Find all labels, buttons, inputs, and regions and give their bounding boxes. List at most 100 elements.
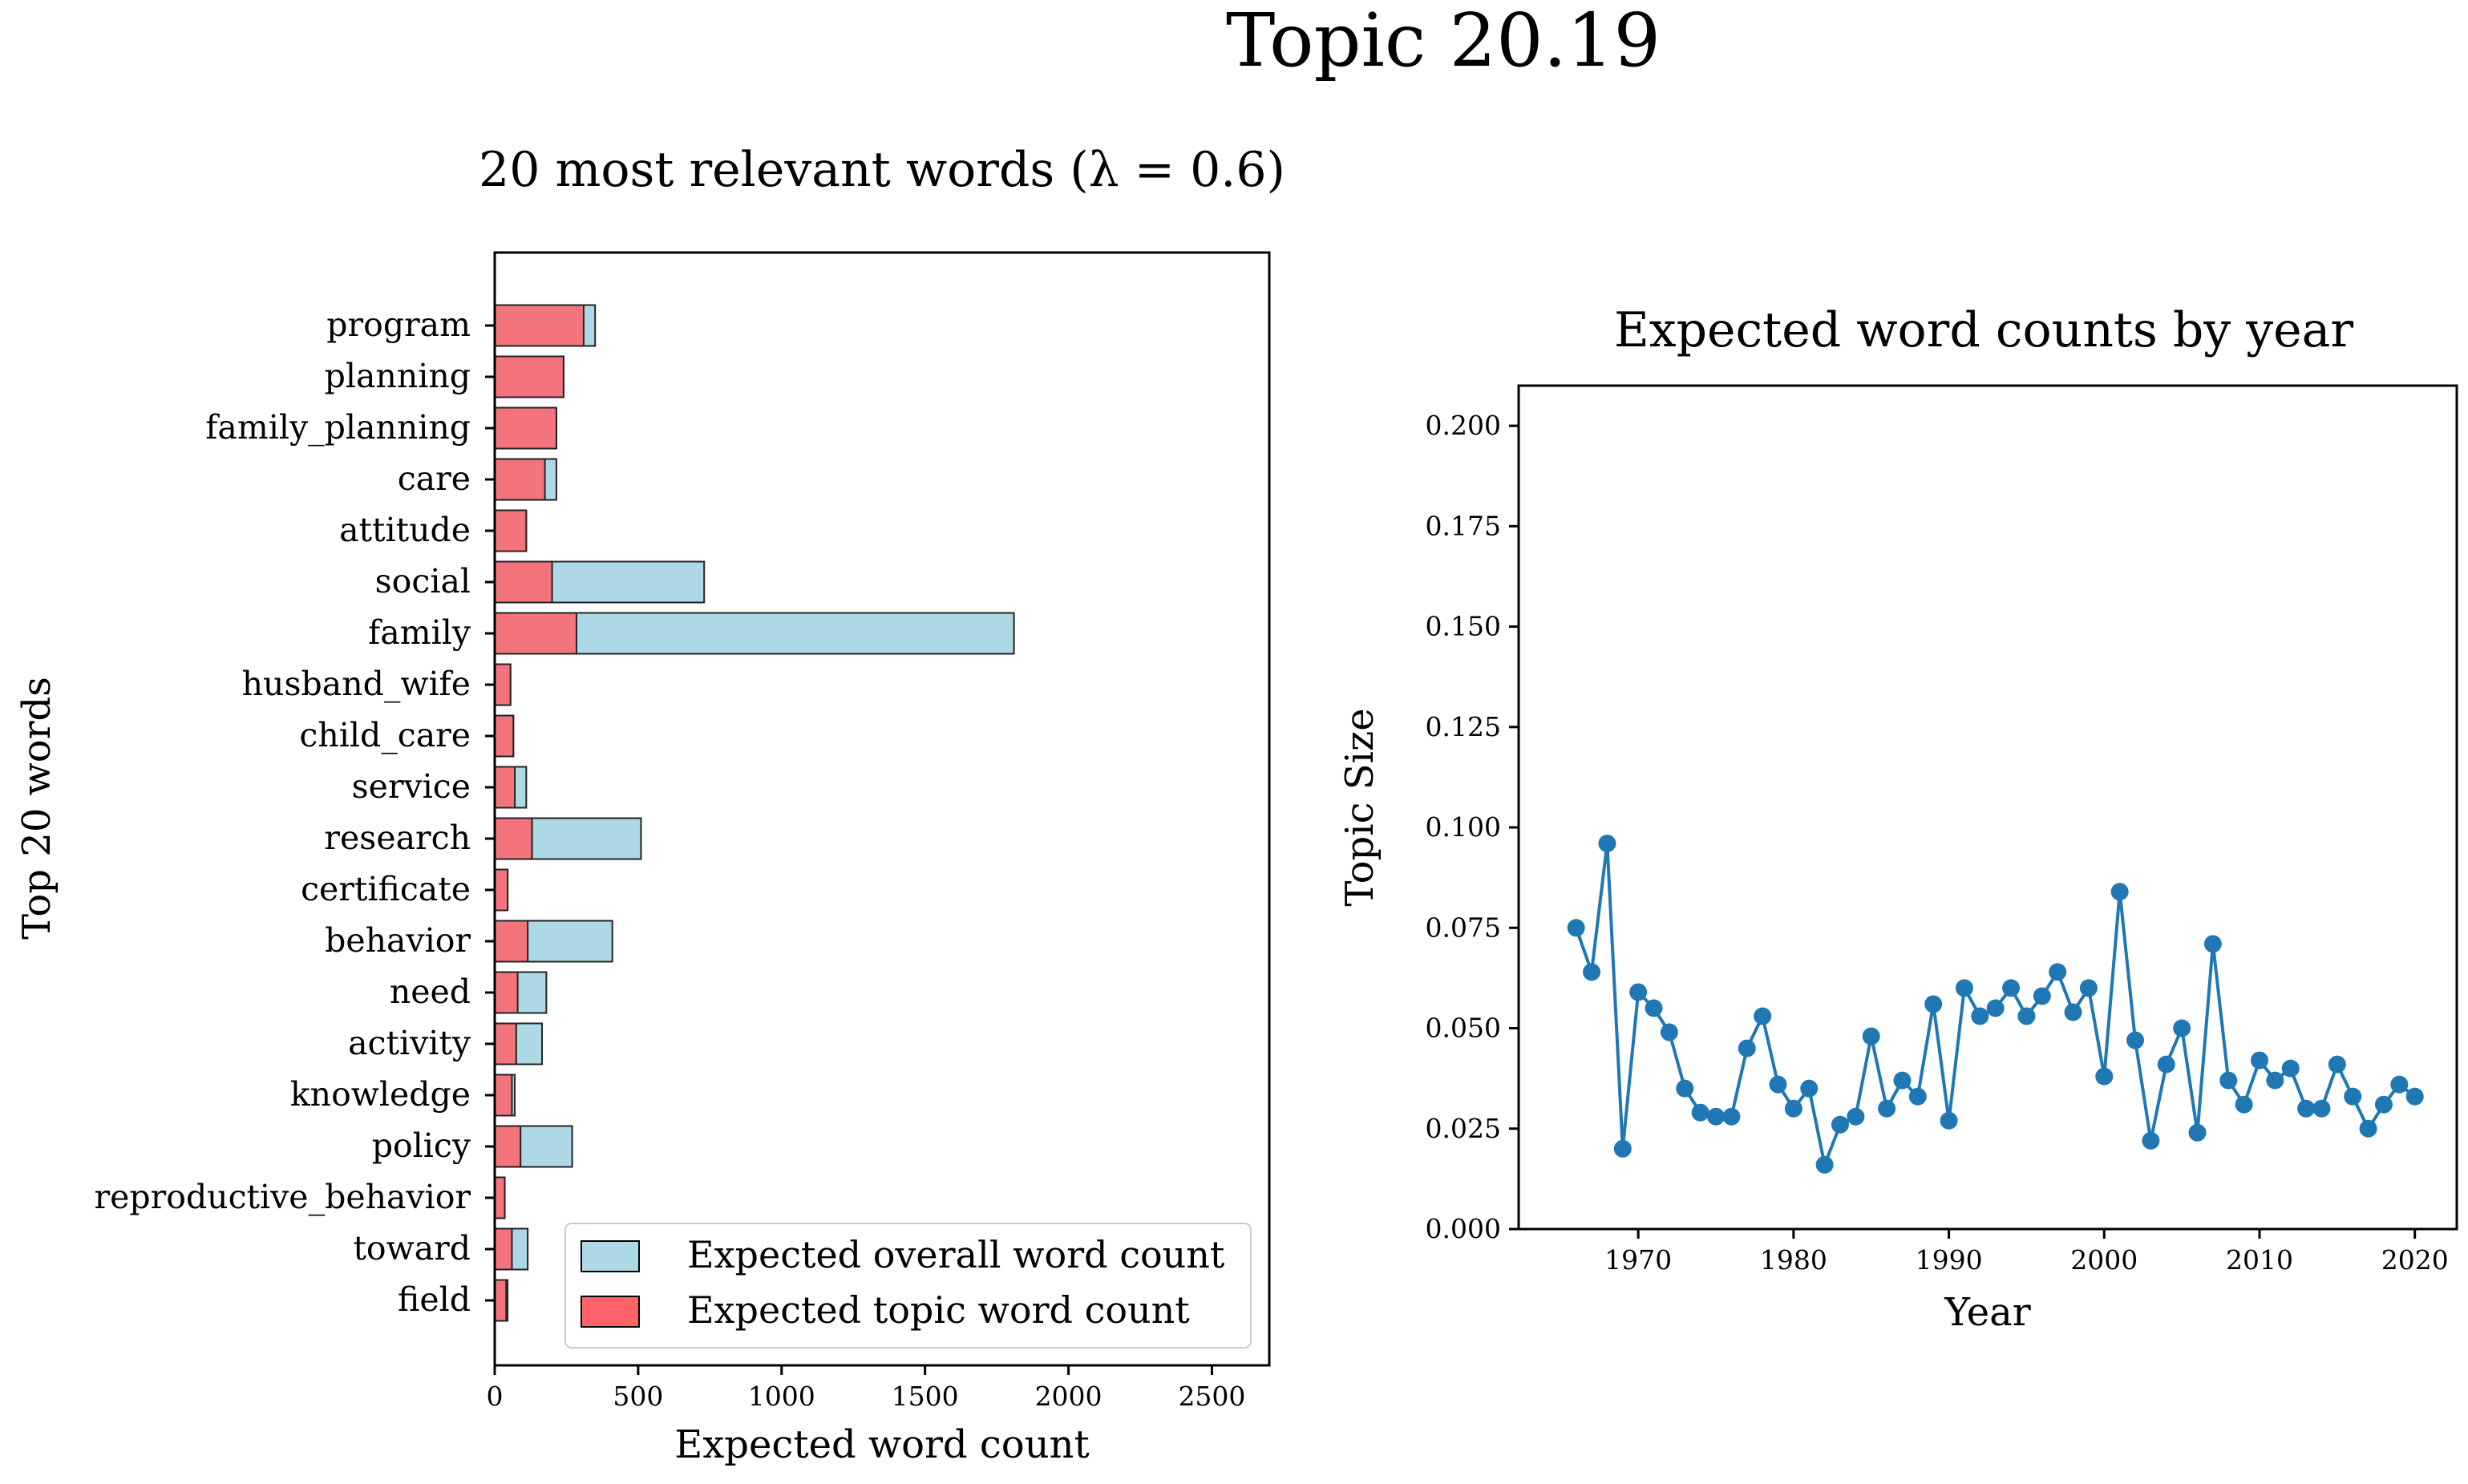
- topic-size-point: [2203, 935, 2222, 953]
- topic-size-point: [1847, 1107, 1865, 1126]
- bar-category-label: activity: [348, 1024, 471, 1062]
- topic-size-point: [1955, 979, 1973, 997]
- bar-x-tick-label: 1500: [892, 1381, 959, 1412]
- bar-x-tick-label: 0: [487, 1381, 504, 1412]
- topic-size-point: [1878, 1099, 1896, 1118]
- bar-topic: [494, 714, 515, 758]
- topic-size-point: [2405, 1087, 2424, 1106]
- topic-size-point: [2142, 1131, 2160, 1150]
- legend-frame: [564, 1223, 1252, 1349]
- bar-chart-title: 20 most relevant words (λ = 0.6): [479, 142, 1285, 198]
- bar-topic: [494, 458, 546, 501]
- topic-size-point: [2126, 1031, 2145, 1049]
- topic-size-point: [2312, 1099, 2331, 1118]
- topic-size-point: [2173, 1019, 2191, 1037]
- bar-legend: Expected overall word count Expected top…: [564, 1223, 1252, 1349]
- topic-size-point: [2157, 1055, 2175, 1074]
- topic-size-point: [2219, 1071, 2238, 1090]
- bar-category-label: husband_wife: [242, 665, 471, 703]
- topic-size-point: [2079, 979, 2098, 997]
- line-x-tick-label: 2000: [2070, 1244, 2138, 1276]
- topic-size-point: [2095, 1067, 2114, 1086]
- line-y-tick-label: 0.125: [1426, 711, 1501, 742]
- line-x-ticks: 1970 1980 1990 2000 2010 2020: [1604, 1229, 2449, 1276]
- topic-size-point: [2017, 1007, 2036, 1025]
- bar-category-label: field: [398, 1280, 471, 1319]
- topic-size-point: [1583, 963, 1601, 981]
- line-x-tick-label: 2010: [2226, 1244, 2293, 1276]
- line-x-axis-label: Year: [1944, 1290, 2031, 1335]
- bar-topic: [494, 1125, 522, 1168]
- bar-topic: [494, 920, 529, 963]
- line-y-ticks: 0.000 0.025 0.050 0.075 0.100 0.125 0.150 0.175…: [1426, 410, 1519, 1244]
- bar-topic: [494, 355, 564, 398]
- bar-category-label: program: [326, 305, 471, 344]
- legend-label-overall: Expected overall word count: [687, 1233, 1225, 1276]
- bar-category-label: knowledge: [290, 1075, 471, 1114]
- line-y-tick-label: 0.025: [1426, 1113, 1501, 1144]
- bar-topic: [494, 304, 585, 347]
- bar-topic: [494, 971, 519, 1014]
- bar-y-axis-label: Top 20 words: [14, 677, 59, 940]
- topic-size-point: [1924, 995, 1943, 1013]
- bar-x-tick-label: 2000: [1035, 1381, 1103, 1412]
- topic-size-point: [1629, 983, 1648, 1001]
- line-y-tick-label: 0.200: [1426, 410, 1501, 441]
- bar-topic: [494, 663, 512, 706]
- topic-size-point: [2110, 883, 2129, 901]
- line-chart-title: Expected word counts by year: [1614, 302, 2353, 358]
- bar-category-label: behavior: [325, 921, 471, 960]
- topic-size-point: [2359, 1119, 2377, 1138]
- topic-size-point: [1940, 1111, 1958, 1130]
- bar-topic: [494, 406, 557, 450]
- line-y-tick-label: 0.000: [1426, 1213, 1501, 1244]
- topic-size-point: [2281, 1059, 2300, 1078]
- bar-category-label: family: [368, 613, 471, 652]
- figure-title: Topic 20.19: [1226, 0, 1661, 83]
- topic-size-point: [2064, 1003, 2082, 1021]
- line-chart: Expected word counts by year 0.000 0.025 0…: [1337, 302, 2458, 1335]
- line-y-tick-label: 0.075: [1426, 912, 1501, 943]
- topic-size-point: [2235, 1095, 2253, 1114]
- topic-size-point: [1971, 1007, 1989, 1025]
- bar-category-label: certificate: [301, 870, 471, 908]
- bar-x-ticks: 0 500 1000 1500 2000 2500: [487, 1365, 1245, 1412]
- line-y-tick-label: 0.175: [1426, 510, 1501, 541]
- topic-size-point: [1613, 1139, 1632, 1158]
- bar-overall: [494, 612, 1015, 655]
- topic-size-point: [1738, 1039, 1756, 1057]
- topic-size-point: [2374, 1095, 2393, 1114]
- topic-size-point: [2188, 1123, 2207, 1142]
- line-x-tick-label: 1990: [1916, 1244, 1983, 1276]
- bar-category-label: need: [390, 972, 471, 1011]
- topic-size-point: [1754, 1007, 1772, 1025]
- bar-topic: [494, 509, 528, 552]
- bar-category-label: service: [352, 767, 471, 806]
- topic-size-point: [1691, 1103, 1709, 1122]
- bar-topic: [494, 560, 553, 604]
- line-x-tick-label: 2020: [2381, 1244, 2449, 1276]
- topic-size-point: [1676, 1079, 1694, 1098]
- bar-x-axis-label: Expected word count: [674, 1422, 1090, 1467]
- line-y-tick-label: 0.050: [1426, 1013, 1501, 1044]
- topic-size-point: [2297, 1099, 2316, 1118]
- topic-size-point: [2344, 1087, 2362, 1106]
- legend-swatch-overall: [581, 1240, 640, 1272]
- bar-marks: [494, 304, 1015, 1322]
- topic-size-point: [2033, 987, 2051, 1005]
- line-y-tick-label: 0.100: [1426, 811, 1501, 843]
- topic-size-point: [1769, 1075, 1787, 1094]
- bar-topic: [494, 1176, 506, 1219]
- line-series: [1567, 835, 2424, 1174]
- bar-topic: [494, 868, 509, 912]
- bar-category-label: reproductive_behavior: [95, 1178, 471, 1216]
- bar-category-label: care: [398, 459, 471, 498]
- bar-category-label: social: [375, 562, 471, 600]
- bar-chart: 20 most relevant words (λ = 0.6) program…: [14, 142, 1285, 1467]
- topic-size-point: [1660, 1023, 1678, 1041]
- topic-size-point: [1722, 1107, 1741, 1126]
- bar-topic: [494, 766, 516, 809]
- topic-size-point: [1645, 999, 1663, 1017]
- topic-size-point: [2390, 1075, 2409, 1094]
- topic-size-point: [1908, 1087, 1927, 1106]
